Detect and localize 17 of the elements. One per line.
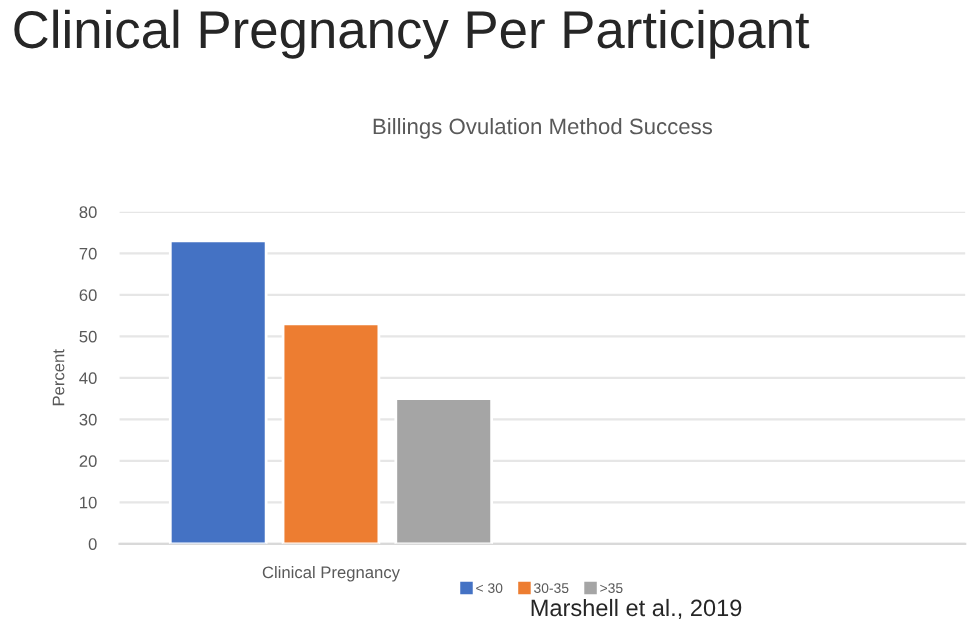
chart-title: Billings Ovulation Method Success: [373, 117, 713, 139]
y-tick-label: 40: [79, 372, 97, 385]
bar: [168, 239, 268, 544]
y-tick-label: 20: [79, 455, 97, 467]
text: Clinical Pregnancy Per Participant: [14, 9, 810, 59]
y-tick-label: 0: [88, 538, 97, 550]
x-tick-label: Clinical Pregnancy: [262, 566, 400, 582]
y-tick-label: 60: [79, 289, 97, 302]
y-axis-title: Percent: [52, 349, 65, 406]
y-tick-label: 10: [80, 496, 97, 509]
text: Marshell et al., 2019: [531, 598, 742, 620]
y-tick-label: 80: [79, 206, 97, 219]
y-tick-label: 70: [79, 247, 97, 260]
y-tick-label: 50: [79, 330, 97, 343]
bar: [394, 397, 494, 544]
y-tick-label: 30: [79, 413, 97, 426]
bar: [281, 322, 381, 544]
